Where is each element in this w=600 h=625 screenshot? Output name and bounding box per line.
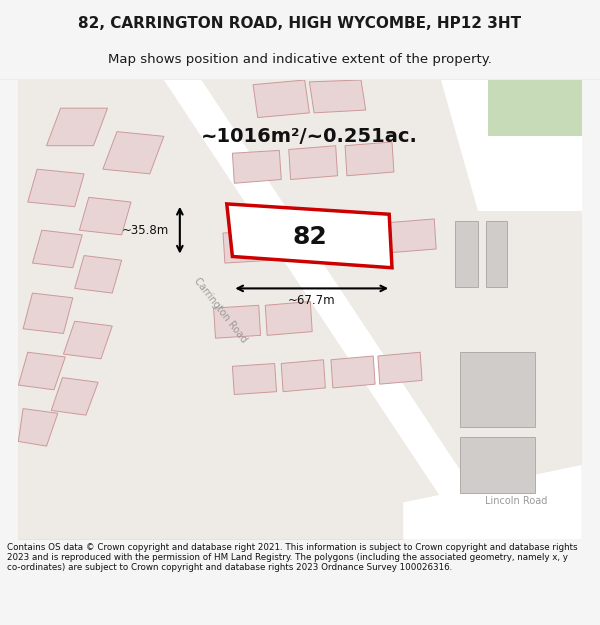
Polygon shape — [23, 293, 73, 334]
Text: 82: 82 — [292, 225, 327, 249]
Polygon shape — [310, 80, 366, 113]
Text: Lincoln Road: Lincoln Road — [485, 496, 547, 506]
Polygon shape — [223, 230, 272, 263]
Polygon shape — [19, 352, 65, 390]
Polygon shape — [103, 132, 164, 174]
Polygon shape — [265, 301, 312, 336]
Polygon shape — [64, 321, 112, 359]
Polygon shape — [19, 409, 58, 446]
Polygon shape — [388, 219, 436, 253]
Polygon shape — [335, 222, 385, 256]
Polygon shape — [79, 198, 131, 235]
Polygon shape — [164, 80, 506, 540]
Polygon shape — [281, 360, 325, 392]
Text: ~35.8m: ~35.8m — [121, 224, 169, 237]
Text: ~1016m²/~0.251ac.: ~1016m²/~0.251ac. — [201, 127, 418, 146]
Polygon shape — [51, 378, 98, 415]
Text: Carrington Road: Carrington Road — [192, 276, 248, 344]
Polygon shape — [253, 80, 310, 118]
Polygon shape — [460, 352, 535, 428]
Text: 82, CARRINGTON ROAD, HIGH WYCOMBE, HP12 3HT: 82, CARRINGTON ROAD, HIGH WYCOMBE, HP12 … — [79, 16, 521, 31]
Polygon shape — [289, 146, 338, 179]
Text: Contains OS data © Crown copyright and database right 2021. This information is : Contains OS data © Crown copyright and d… — [7, 542, 578, 572]
Polygon shape — [32, 230, 82, 268]
Polygon shape — [214, 305, 260, 338]
Text: Map shows position and indicative extent of the property.: Map shows position and indicative extent… — [108, 54, 492, 66]
Polygon shape — [280, 226, 328, 260]
Text: ~67.7m: ~67.7m — [288, 294, 335, 307]
Polygon shape — [486, 221, 506, 286]
Polygon shape — [441, 80, 581, 211]
Polygon shape — [488, 80, 581, 136]
Polygon shape — [455, 221, 478, 286]
Polygon shape — [232, 364, 277, 394]
Polygon shape — [378, 352, 422, 384]
Polygon shape — [460, 437, 535, 493]
Polygon shape — [47, 108, 107, 146]
Polygon shape — [232, 151, 281, 183]
Polygon shape — [19, 80, 581, 540]
Polygon shape — [331, 356, 375, 388]
Polygon shape — [74, 256, 122, 293]
Polygon shape — [403, 465, 581, 540]
Polygon shape — [345, 142, 394, 176]
Polygon shape — [227, 204, 392, 268]
Polygon shape — [28, 169, 84, 207]
